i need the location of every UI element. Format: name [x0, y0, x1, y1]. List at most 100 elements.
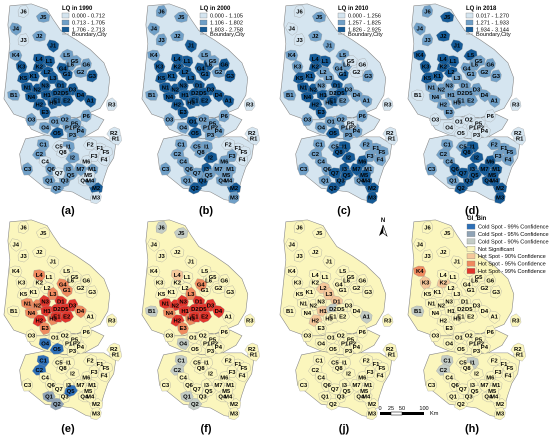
region-label-M4: M4	[490, 395, 499, 401]
region-label-H1: H1	[181, 309, 189, 315]
region-label-C3: C3	[162, 383, 170, 389]
region-label-L2: L2	[44, 70, 51, 76]
region-label-L6: L6	[205, 279, 212, 285]
region-label-K4: K4	[150, 53, 158, 59]
region-I2	[469, 367, 484, 380]
region-L3	[47, 286, 59, 301]
region-label-M6: M6	[220, 376, 228, 382]
region-label-O3: O3	[27, 118, 35, 124]
region-label-C2: C2	[173, 368, 181, 374]
region-label-D2: D2	[329, 91, 337, 97]
region-Q7	[328, 383, 342, 395]
region-D4	[350, 305, 363, 319]
region-label-Q4: Q4	[356, 395, 365, 401]
region-P6	[80, 109, 92, 123]
region-label-I3: I3	[342, 383, 347, 389]
region-R2	[510, 126, 525, 139]
region-label-M4: M4	[86, 179, 95, 185]
region-G4	[460, 62, 473, 76]
region-label-F3: F3	[91, 370, 98, 376]
region-label-B1: B1	[286, 309, 294, 315]
region-E3	[39, 321, 51, 336]
region-Q8	[332, 362, 347, 375]
region-label-G3: G3	[492, 290, 500, 296]
region-label-B1: B1	[414, 309, 422, 315]
region-label-J4: J4	[288, 243, 295, 249]
region-label-O1: O1	[189, 336, 198, 342]
region-J5	[439, 227, 455, 239]
region-label-J6: J6	[424, 225, 431, 231]
region-label-F2: F2	[225, 142, 232, 148]
region-O5	[187, 126, 202, 139]
region-label-E1: E1	[329, 315, 337, 321]
region-label-Q6: Q6	[323, 383, 331, 389]
region-label-N1: N1	[300, 85, 308, 91]
region-label-R2: R2	[514, 347, 522, 353]
region-label-C4: C4	[317, 160, 325, 166]
region-label-Q6: Q6	[451, 383, 459, 389]
region-label-Q3: Q3	[199, 395, 207, 401]
region-G4	[56, 278, 69, 292]
panel-label-h: (h)	[465, 423, 479, 435]
region-label-D1: D1	[195, 300, 203, 306]
region-label-J6: J6	[424, 9, 431, 15]
region-label-I1: I1	[470, 144, 476, 150]
region-label-F2: F2	[491, 142, 498, 148]
region-R3	[510, 313, 522, 327]
region-label-M2: M2	[368, 402, 376, 408]
region-O3	[301, 328, 313, 342]
region-J1	[322, 255, 336, 269]
region-P6	[80, 325, 92, 339]
region-label-Q2: Q2	[53, 186, 61, 192]
region-F5	[98, 361, 113, 374]
region-label-K5: K5	[424, 292, 432, 298]
region-L3	[47, 70, 59, 85]
region-label-D3: D3	[345, 87, 353, 93]
region-label-M1: M1	[88, 383, 97, 389]
region-K4	[285, 49, 299, 61]
region-label-L1: L1	[184, 59, 192, 65]
region-label-D1: D1	[461, 300, 469, 306]
region-label-I3: I3	[66, 167, 71, 173]
region-label-P3: P3	[345, 133, 352, 139]
region-label-O5: O5	[457, 347, 466, 353]
region-label-D4: D4	[353, 93, 361, 99]
lq-legend-swatch	[337, 19, 346, 26]
region-label-M1: M1	[88, 167, 97, 173]
region-label-R3: R3	[384, 319, 392, 325]
gi-legend-label: Cold Spot - 90% Confidence	[478, 239, 549, 245]
region-G3	[490, 69, 502, 83]
region-label-L5: L5	[63, 269, 71, 275]
region-J3	[421, 249, 434, 263]
region-E3	[315, 321, 327, 336]
region-G5	[343, 271, 358, 283]
region-label-E3: E3	[180, 110, 187, 116]
region-I2	[203, 151, 218, 164]
region-label-O3: O3	[431, 118, 439, 124]
region-label-O5: O5	[53, 347, 62, 353]
region-label-G3: G3	[364, 74, 372, 80]
region-label-K5: K5	[158, 292, 166, 298]
region-label-C3: C3	[428, 167, 436, 173]
region-F2	[487, 354, 502, 366]
region-label-L6: L6	[67, 279, 74, 285]
scale-tick-100: 100	[419, 406, 428, 412]
region-label-M5: M5	[360, 173, 369, 179]
region-label-O1: O1	[51, 336, 60, 342]
region-label-G4: G4	[197, 282, 206, 288]
region-label-D1: D1	[57, 84, 65, 90]
region-label-M7: M7	[352, 383, 360, 389]
region-label-L1: L1	[322, 59, 330, 65]
region-label-N1: N1	[24, 85, 32, 91]
region-label-M7: M7	[76, 167, 84, 173]
region-label-L6: L6	[471, 279, 478, 285]
region-label-N2: N2	[34, 303, 42, 309]
region-label-B1: B1	[10, 93, 18, 99]
region-label-Q1: Q1	[321, 179, 330, 185]
region-G6	[484, 58, 496, 71]
region-E3	[177, 105, 189, 120]
lq-legend-class: 0.713 - 1.705	[72, 21, 105, 27]
lq-legend-swatch	[337, 26, 346, 33]
region-F5	[236, 145, 251, 158]
